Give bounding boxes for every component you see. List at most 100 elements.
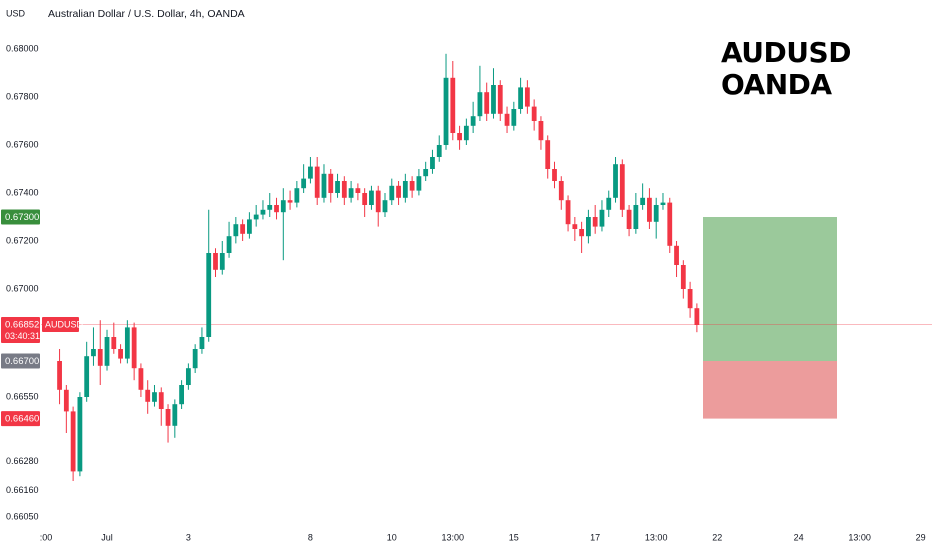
price-badge-label: 0.66700 [5,356,39,367]
candle-body [314,166,320,198]
candle-body [511,109,517,126]
candle-body [423,169,429,177]
candle-body [104,337,110,366]
y-tick-label: 0.66160 [6,485,39,495]
candle-body [626,209,632,229]
candle-body [396,185,401,198]
candle-body [477,92,483,117]
y-tick-label: 0.67800 [6,91,39,101]
candle-body [294,188,300,203]
countdown-label: 03:40:31 [5,331,40,341]
currency-label: USD [6,8,26,18]
candle-body [97,349,103,366]
candle-body [301,178,307,189]
candle-body [267,205,273,210]
candle-body [694,308,700,325]
candle-body [653,205,659,222]
candle-body [118,349,123,359]
candle-body [375,190,381,213]
candle-body [260,209,266,215]
candle-body [592,217,598,227]
candle-body [226,236,232,253]
candle-body [172,404,178,426]
candle-body [145,389,151,402]
x-tick-label: 29 [916,532,926,542]
candle-body [185,368,191,385]
candle-body [518,87,523,109]
candle-body [504,113,510,126]
x-tick-label: 8 [308,532,313,542]
candle-body [389,185,395,201]
y-tick-label: 0.66550 [6,391,39,401]
x-tick-label: :00 [40,532,53,542]
candle-body [450,77,456,133]
candle-body [552,169,557,181]
candle-body [57,361,62,390]
loss-zone [703,361,837,419]
x-tick-label: 17 [590,532,600,542]
candle-body [606,197,612,210]
candle-body [199,337,205,349]
candle-body [633,205,639,229]
candle-body [70,411,76,472]
price-badge [1,411,40,427]
candle-body [416,176,422,191]
candle-body [613,164,618,198]
candle-body [667,202,673,246]
x-tick-label: Jul [101,532,113,542]
candle-body [131,327,137,369]
candle-body [674,245,679,265]
candle-body [253,214,259,220]
price-badge [1,209,40,225]
candle-body [402,181,408,198]
y-tick-label: 0.67400 [6,187,39,197]
x-tick-label: 15 [509,532,519,542]
x-tick-label: 3 [186,532,191,542]
candle-body [355,188,361,193]
candle-body [362,193,368,205]
candle-body [430,157,435,169]
candle-body [436,145,442,157]
candle-body [219,253,225,270]
candle-body [463,125,469,141]
candle-body [443,77,449,145]
candle-body [484,92,490,114]
candle-body [369,190,374,205]
price-badge-label: 0.67300 [5,212,39,223]
candle-body [308,166,313,179]
candle-body [274,205,279,213]
candle-body [497,85,503,114]
x-tick-label: 10 [387,532,397,542]
candle-body [63,389,69,412]
candle-body [138,368,144,390]
candle-body [213,253,218,270]
symbol-badge [42,317,79,333]
candle-body [335,181,340,193]
candle-body [599,209,605,227]
candle-body [565,200,571,225]
candle-body [687,289,693,309]
candle-body [321,173,327,198]
candle-body [545,140,551,169]
profit-zone [703,217,837,361]
candle-body [457,133,462,141]
candle-body [192,349,198,369]
chart-title: Australian Dollar / U.S. Dollar, 4h, OAN… [48,8,245,20]
candle-body [179,385,184,405]
candle-body [538,121,544,141]
candle-body [158,392,164,409]
candle-body [619,164,625,210]
candle-body [579,229,585,237]
candle-body [152,392,157,402]
watermark-broker: OANDA [721,68,832,101]
candle-body [586,217,591,237]
candle-body [328,173,334,193]
y-tick-label: 0.66280 [6,456,39,466]
y-tick-label: 0.67000 [6,283,39,293]
candle-body [640,197,646,205]
symbol-label: AUDUSD [45,319,84,329]
candle-body [206,253,212,337]
candle-body [524,87,530,107]
y-tick-label: 0.66050 [6,511,39,521]
